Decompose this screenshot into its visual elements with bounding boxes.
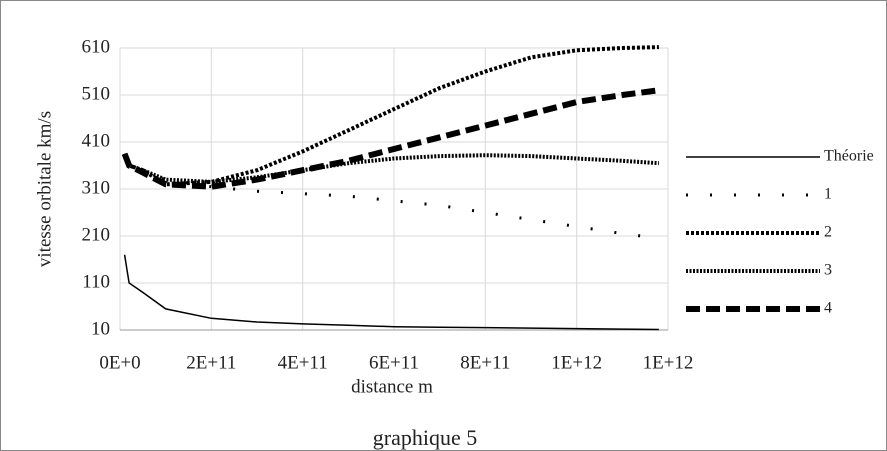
x-tick-label: 6E+11 [369, 352, 419, 373]
x-tick-label: 8E+11 [460, 352, 510, 373]
series-line [123, 153, 660, 240]
legend-label: 1 [824, 186, 832, 203]
series-line [121, 87, 660, 190]
series-line [122, 45, 659, 187]
y-tick-label: 510 [82, 83, 111, 104]
y-tick-label: 10 [91, 318, 110, 339]
y-tick-label: 110 [82, 271, 110, 292]
series-line [122, 153, 660, 184]
x-tick-label: 2E+11 [186, 352, 236, 373]
x-tick-label: 1E+12 [551, 352, 602, 373]
legend-label: 3 [824, 262, 832, 279]
legend-label: 2 [824, 224, 832, 241]
y-tick-label: 410 [82, 130, 111, 151]
y-tick-label: 210 [82, 224, 111, 245]
x-tick-label: 1E+12 [643, 352, 694, 373]
x-tick-label: 0E+0 [99, 352, 140, 373]
x-tick-label: 4E+11 [278, 352, 328, 373]
y-tick-label: 310 [82, 177, 111, 198]
y-tick-label: 610 [82, 36, 111, 57]
legend-label: 4 [824, 300, 832, 317]
chart-title: graphique 5 [373, 425, 477, 450]
y-axis-label: vitesse orbitale km/s [34, 111, 55, 267]
x-axis-label: distance m [351, 376, 433, 397]
legend-label: Théorie [824, 148, 874, 165]
series-line [123, 254, 659, 331]
